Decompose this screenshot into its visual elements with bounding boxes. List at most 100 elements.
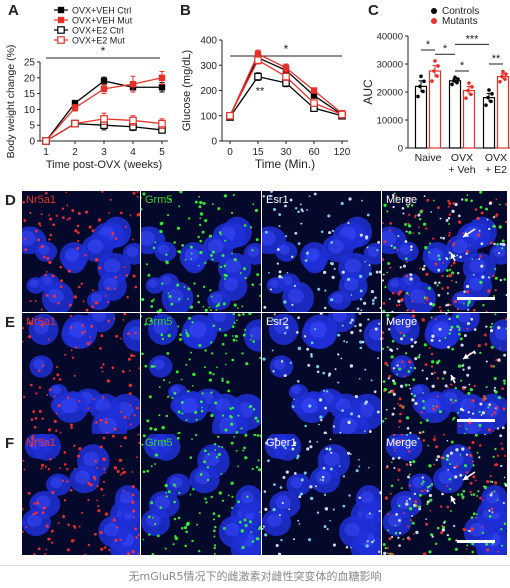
micrograph-label: Nr5a1 [26, 194, 56, 206]
micrograph-e-nr5a1: Nr5a1 [22, 313, 140, 434]
legend-marker [57, 16, 65, 24]
legend-marker [57, 36, 65, 44]
micrograph-e-grm5: Grm5 [141, 313, 261, 434]
data-point [42, 137, 50, 145]
legend-marker [57, 6, 65, 14]
panel-letter-d: D [5, 192, 16, 209]
x-tick-label: 15 [252, 147, 264, 158]
micrograph-e-merge: Merge [382, 313, 507, 434]
x-axis-label: Time (Min.) [255, 157, 315, 171]
arrow-icon [463, 231, 469, 237]
x-tick-label: 2 [72, 147, 78, 158]
data-point [71, 104, 79, 112]
y-tick-label: 40000 [377, 32, 403, 43]
y-tick-label: 0 [398, 144, 403, 155]
data-point [486, 95, 490, 100]
scale-bar [457, 419, 495, 422]
y-tick-label: 200 [200, 86, 217, 97]
legend-marker [431, 18, 437, 24]
y-tick-label: 20000 [377, 88, 403, 99]
bar [496, 75, 510, 149]
micrograph-image [22, 191, 140, 312]
x-tick-label: 4 [130, 147, 136, 158]
data-point [456, 77, 460, 81]
y-axis-label: AUC [361, 79, 375, 105]
figure-caption: 无mGluR5情况下的雌激素对雌性突变体的血糖影响 [0, 565, 510, 587]
data-point [158, 84, 166, 91]
x-tick-label: 0 [227, 147, 233, 158]
data-point [433, 59, 437, 63]
micrograph-image [141, 313, 261, 434]
data-point [158, 74, 166, 81]
x-tick-label: 120 [334, 147, 351, 158]
data-point [338, 110, 346, 119]
data-point [430, 79, 434, 83]
data-point [418, 84, 422, 89]
panel-letter-b: B [180, 2, 191, 19]
arrow-icon [450, 496, 456, 502]
data-point [254, 56, 262, 65]
scale-bar [457, 540, 495, 543]
micrograph-d-merge: Merge [382, 191, 507, 312]
micrograph-image [262, 191, 381, 312]
data-point [129, 116, 137, 125]
data-point [469, 92, 473, 97]
micrograph-image [382, 191, 507, 312]
micrograph-d-esr1: Esr1 [262, 191, 381, 312]
legend-label: Controls [442, 6, 479, 17]
data-point [490, 92, 494, 96]
x-tick-label: OVX [451, 152, 473, 164]
micrograph-image [22, 434, 140, 555]
data-point [158, 119, 166, 128]
micrograph-label: Merge [386, 316, 418, 328]
y-tick-label: 5 [29, 121, 35, 132]
x-tick-label: 30 [280, 147, 292, 158]
x-tick-label: OVX [485, 152, 507, 164]
panel-letter-e: E [5, 314, 16, 331]
significance-label: *** [466, 33, 480, 45]
data-point [100, 77, 108, 85]
micrograph-image [22, 313, 140, 434]
x-tick-label: 60 [308, 147, 320, 158]
data-point [452, 79, 456, 83]
data-point [100, 115, 108, 123]
x-tick-label: + E2 [485, 164, 507, 176]
y-tick-label: 10000 [377, 116, 403, 127]
data-point [419, 74, 423, 79]
bar [448, 80, 462, 149]
panel-letter-f: F [5, 435, 15, 452]
micrograph-label: Gper1 [266, 437, 297, 449]
data-point [489, 99, 493, 104]
y-axis-label: Glucose (mg/dL) [181, 50, 193, 131]
y-tick-label: 20 [24, 73, 36, 84]
data-point [467, 81, 471, 85]
micrograph-f-merge: Merge [382, 434, 507, 555]
data-point [470, 85, 474, 89]
data-point [455, 80, 459, 85]
significance-label: * [101, 44, 106, 58]
micrograph-image [262, 434, 381, 555]
data-point [71, 99, 79, 107]
x-tick-label: 1 [43, 147, 49, 158]
data-point [282, 72, 290, 81]
y-axis-label: Body weight change (%) [5, 45, 17, 159]
legend-marker [431, 8, 437, 14]
x-tick-label: 5 [159, 147, 165, 158]
y-tick-label: 300 [200, 61, 217, 72]
micrograph-d-nr5a1: Nr5a1 [22, 191, 140, 312]
y-tick-label: 25 [24, 58, 36, 69]
legend-label: OVX+VEH Mut [72, 16, 133, 26]
data-point [71, 119, 79, 128]
micrograph-f-nr5a1: Nr5a1 [22, 434, 140, 555]
data-point [432, 69, 436, 73]
significance-label: * [443, 43, 448, 55]
data-point [254, 72, 262, 81]
data-point [129, 80, 137, 88]
data-point [436, 64, 440, 68]
micrograph-label: Grm5 [145, 437, 173, 449]
micrograph-label: Nr5a1 [26, 316, 56, 328]
data-point [498, 79, 502, 84]
data-point [310, 99, 318, 107]
micrograph-label: Esr1 [266, 194, 289, 206]
